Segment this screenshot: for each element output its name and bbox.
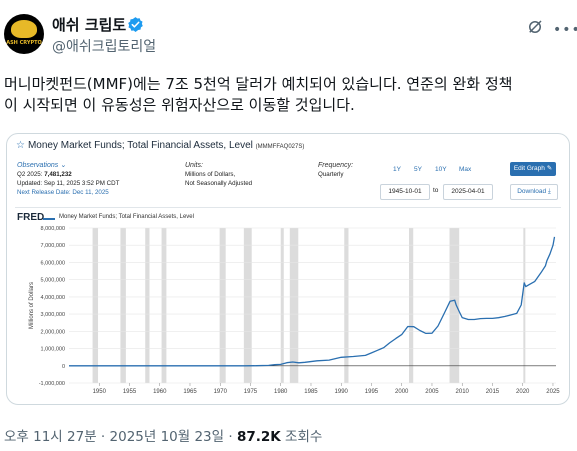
units-line-2: Not Seasonally Adjusted [185,180,253,187]
y-tick-label: 1,000,000 [41,347,65,353]
x-tick-label: 1995 [365,389,379,395]
edit-icon: ✎ [546,165,553,172]
author-handle[interactable]: @애쉬크립토리얼 [52,39,157,55]
next-release-link[interactable]: Next Release Date: Dec 11, 2025 [17,189,109,196]
tweet-text: 머니마켓펀드(MMF)에는 7조 5천억 달러가 예치되어 있습니다. 연준의 … [4,74,569,116]
tweet-metadata: 오후 11시 27분 · 2025년 10월 23일 · 87.2K 조회수 [4,425,322,445]
chart-image-card[interactable]: ☆ Money Market Funds; Total Financial Ass… [6,133,570,405]
legend-swatch [43,218,55,220]
range-10y-button[interactable]: 10Y [435,166,447,173]
x-tick-label: 2010 [456,389,470,395]
y-tick-label: 4,000,000 [41,295,65,301]
x-tick-label: 2020 [516,389,530,395]
recession-band [145,228,150,383]
grok-icon[interactable] [526,18,544,36]
download-label: Download [517,188,547,195]
download-button[interactable]: Download ⤓ [510,184,558,200]
tweet-text-line-1: 머니마켓펀드(MMF)에는 7조 5천억 달러가 예치되어 있습니다. 연준의 … [4,75,513,93]
units-label: Units: [185,162,203,169]
date-from-input[interactable]: 1945-10-01 [380,184,430,200]
obs-period: Q2 2025: [17,171,43,178]
x-tick-label: 1970 [214,389,228,395]
separator-dot: · [228,429,233,445]
y-axis-label: Millions of Dollars [29,282,35,329]
chevron-down-icon[interactable]: ⌄ [58,162,67,169]
edit-graph-label: Edit Graph [513,165,545,172]
frequency-value: Quarterly [318,171,344,178]
x-tick-label: 1990 [335,389,349,395]
recession-band [408,228,414,383]
recession-band [280,228,284,383]
fred-logo: FRED [17,212,45,223]
range-1y-button[interactable]: 1Y [393,166,401,173]
frequency-label: Frequency: [318,162,354,169]
x-tick-label: 2000 [395,389,409,395]
verified-badge-icon [128,17,143,32]
header-divider [15,207,561,208]
fred-title-text: Money Market Funds; Total Financial Asse… [27,140,253,151]
series-line [69,236,556,367]
recession-band [523,228,526,383]
recession-band [219,228,226,383]
recession-band [344,228,349,383]
y-tick-label: 8,000,000 [41,226,65,232]
more-options-icon[interactable]: ••• [553,22,577,38]
recession-band [289,228,299,383]
fred-series-id: (MMMFFAQ027S) [255,144,305,150]
tweet-text-line-2: 이 시작되면 이 유동성은 위험자산으로 이동할 것입니다. [4,96,355,114]
recession-band [92,228,99,383]
fred-line-chart[interactable]: -1,000,000 0 1,000,000 2,000,000 3,000,000 4,… [7,222,569,402]
date-to-label: to [433,187,439,194]
range-max-button[interactable]: Max [459,166,472,173]
date-to-input[interactable]: 2025-04-01 [443,184,493,200]
recession-band [161,228,167,383]
x-tick-label: 2005 [425,389,439,395]
x-tick-label: 1950 [93,389,107,395]
y-tick-label: 5,000,000 [41,278,65,284]
y-tick-label: -1,000,000 [39,381,65,387]
y-tick-label: 3,000,000 [41,312,65,318]
x-tick-label: 2025 [546,389,560,395]
avatar-logo-icon [11,20,37,38]
author-avatar[interactable]: ASH CRYPTO [4,14,44,54]
x-tick-label: 1975 [244,389,258,395]
y-tick-label: 6,000,000 [41,260,65,266]
frequency-block: Frequency: Quarterly [318,161,353,179]
x-tick-label: 1980 [274,389,288,395]
units-line-1: Millions of Dollars, [185,171,236,178]
observations-label[interactable]: Observations [17,162,59,169]
x-tick-label: 1955 [123,389,137,395]
observations-block: Observations ⌄ Q2 2025: 7,481,232 Update… [17,161,119,197]
tweet-date[interactable]: 2025년 10월 23일 [109,429,225,445]
download-icon: ⤓ [547,188,551,195]
view-count-label: 조회수 [285,429,323,445]
avatar-logo-text: ASH CRYPTO [6,40,42,46]
x-tick-label: 1965 [183,389,197,395]
author-name[interactable]: 애쉬 크립토 [52,16,127,34]
view-count: 87.2K [236,429,281,445]
units-block: Units: Millions of Dollars, Not Seasonal… [185,161,252,188]
tweet-time[interactable]: 오후 11시 27분 [4,429,97,445]
x-tick-label: 1985 [304,389,318,395]
fred-series-title: ☆ Money Market Funds; Total Financial Ass… [16,140,304,151]
edit-graph-button[interactable]: Edit Graph ✎ [510,162,556,176]
x-tick-label: 2015 [486,389,500,395]
recession-band [243,228,252,383]
updated-text: Updated: Sep 11, 2025 3:52 PM CDT [17,180,120,187]
star-icon[interactable]: ☆ [16,140,25,151]
range-5y-button[interactable]: 5Y [414,166,422,173]
legend-label: Money Market Funds; Total Financial Asse… [59,214,194,220]
y-tick-label: 0 [62,364,65,370]
y-tick-label: 2,000,000 [41,329,65,335]
recession-band [449,228,460,383]
obs-value: 7,481,232 [44,171,72,178]
recession-band [120,228,126,383]
x-tick-label: 1960 [153,389,167,395]
y-tick-label: 7,000,000 [41,243,65,249]
separator-dot: · [100,429,106,445]
